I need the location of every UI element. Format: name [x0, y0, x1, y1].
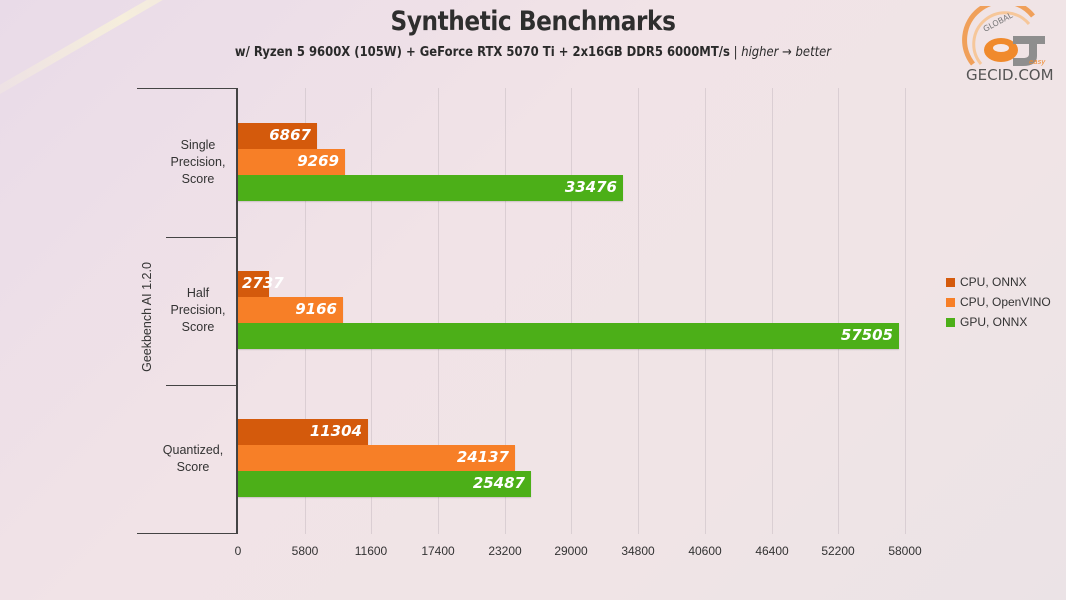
gecid-logo-icon: GLOBAL easy: [962, 6, 1046, 66]
bar-gpu-onnx-single: 33476: [238, 175, 623, 201]
category-label-line: Score: [181, 172, 215, 186]
category-label-half-precision: Half Precision, Score: [150, 285, 246, 336]
category-label-quantized: Quantized, Score: [145, 442, 241, 476]
x-tick-label: 23200: [488, 544, 522, 558]
legend-swatch-icon: [946, 277, 955, 287]
subtitle-note: higher → better: [741, 44, 832, 60]
legend-swatch-icon: [946, 317, 955, 327]
bar-value: 6867: [269, 126, 311, 144]
category-separator: [137, 533, 237, 534]
chart-legend: CPU, ONNX CPU, OpenVINO GPU, ONNX: [946, 272, 1051, 332]
x-tick-label: 46400: [755, 544, 789, 558]
category-label-line: Half: [186, 286, 210, 300]
gridline: [905, 88, 906, 534]
legend-label: CPU, OpenVINO: [960, 295, 1051, 309]
bar-value: 9166: [295, 300, 337, 318]
y-axis-line: [236, 88, 238, 534]
subtitle-config: w/ Ryzen 5 9600X (105W) + GeForce RTX 50…: [234, 44, 730, 60]
category-separator: [166, 237, 237, 238]
bar-value: 24137: [456, 448, 509, 466]
legend-item-gpu-onnx: GPU, ONNX: [946, 312, 1051, 332]
chart-subtitle: w/ Ryzen 5 9600X (105W) + GeForce RTX 50…: [75, 44, 992, 60]
chart-title: Synthetic Benchmarks: [390, 6, 676, 37]
x-tick-label: 0: [234, 544, 242, 558]
gecid-logo-text: GECID.COM: [966, 66, 1054, 84]
category-label-single-precision: Single Precision, Score: [150, 137, 246, 188]
bar-cpu-onnx-quantized: 11304: [238, 419, 368, 445]
x-tick-label: 29000: [554, 544, 588, 558]
x-tick-label: 52200: [821, 544, 855, 558]
bar-cpu-onnx-half: 2737: [238, 271, 284, 297]
category-label-line: Single: [180, 138, 216, 152]
x-tick-label: 17400: [421, 544, 455, 558]
gridline: [438, 88, 439, 534]
x-tick-label: 5800: [291, 544, 319, 558]
bar-value: 11304: [309, 422, 362, 440]
category-label-line: Score: [181, 320, 215, 334]
legend-label: CPU, ONNX: [960, 275, 1027, 289]
bar-cpu-openvino-quantized: 24137: [238, 445, 515, 471]
x-tick-label: 58000: [888, 544, 922, 558]
category-separator: [166, 385, 237, 386]
bar-value: 9269: [297, 152, 339, 170]
bar-value: 57505: [840, 326, 893, 344]
gridline: [571, 88, 572, 534]
bar-gpu-onnx-half: 57505: [238, 323, 899, 349]
subtitle-separator: |: [729, 44, 742, 60]
bar-value: 25487: [472, 474, 525, 492]
category-label-line: Score: [176, 460, 210, 474]
svg-text:easy: easy: [1029, 58, 1046, 66]
gridline: [838, 88, 839, 534]
category-label-line: Precision,: [170, 303, 226, 317]
x-tick-label: 34800: [621, 544, 655, 558]
x-tick-label: 11600: [354, 544, 388, 558]
bar-cpu-onnx-single: 6867: [238, 123, 317, 149]
category-separator: [137, 88, 237, 89]
bar-cpu-openvino-single: 9269: [238, 149, 345, 175]
legend-label: GPU, ONNX: [960, 315, 1028, 329]
gridline: [505, 88, 506, 534]
category-label-line: Quantized,: [162, 443, 224, 457]
bar-gpu-onnx-quantized: 25487: [238, 471, 531, 497]
gridline: [705, 88, 706, 534]
category-label-line: Precision,: [170, 155, 226, 169]
gridline: [638, 88, 639, 534]
gridline: [772, 88, 773, 534]
gridline: [371, 88, 372, 534]
x-tick-label: 40600: [688, 544, 722, 558]
bar-value: 2737: [242, 274, 284, 292]
legend-swatch-icon: [946, 297, 955, 307]
legend-item-cpu-openvino: CPU, OpenVINO: [946, 292, 1051, 312]
bar-cpu-openvino-half: 9166: [238, 297, 343, 323]
legend-item-cpu-onnx: CPU, ONNX: [946, 272, 1051, 292]
bar-value: 33476: [564, 178, 617, 196]
